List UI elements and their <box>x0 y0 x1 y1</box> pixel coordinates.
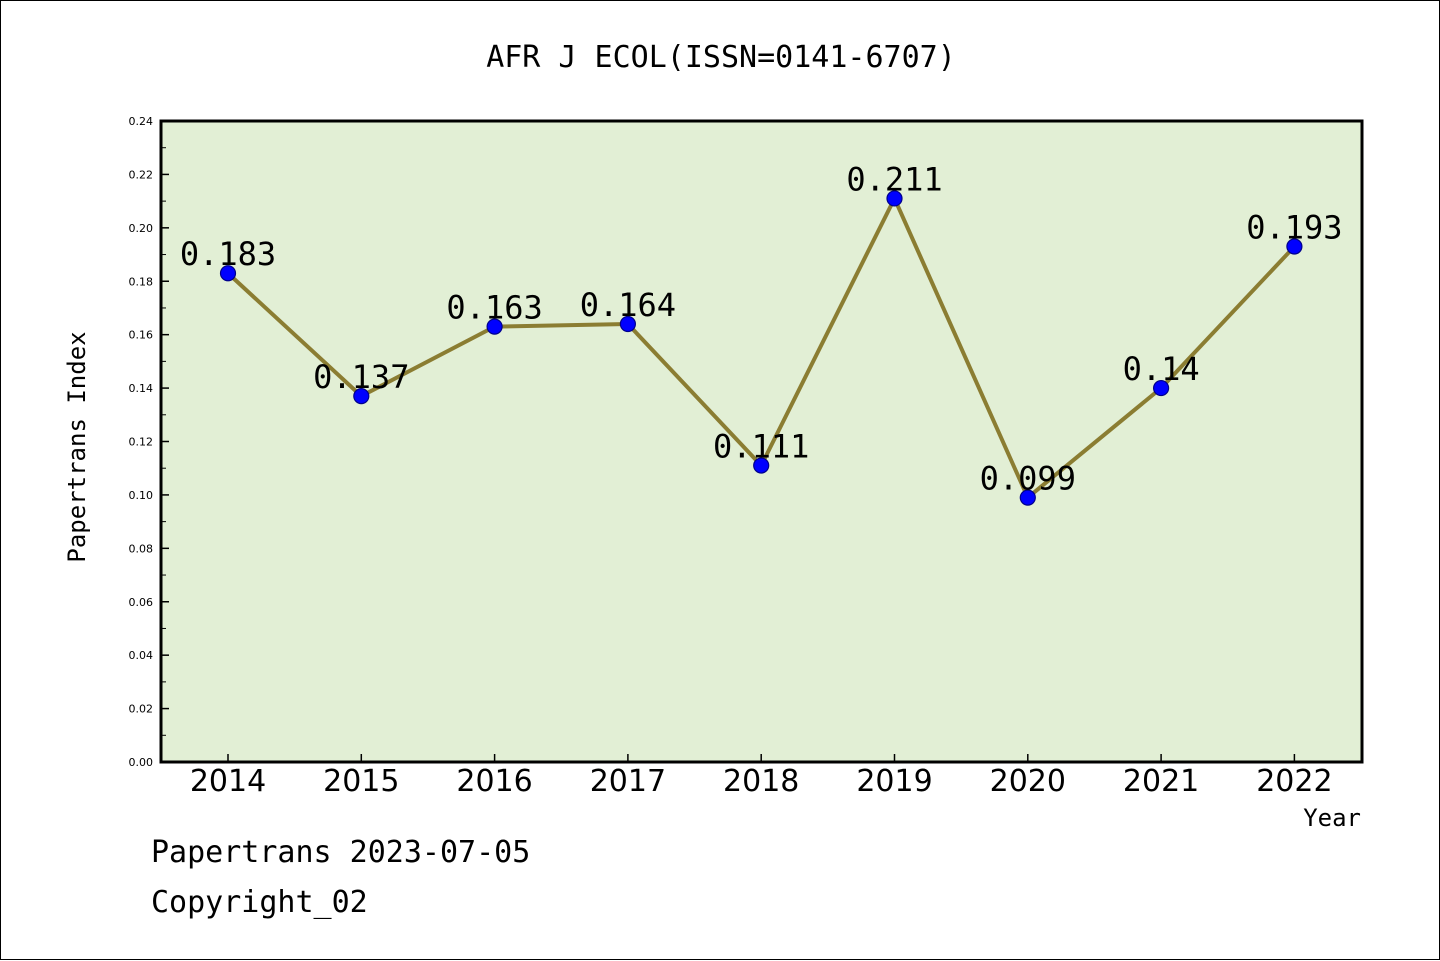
y-axis-label: Papertrans Index <box>63 331 91 562</box>
x-axis: 2014 2015 2016 2017 2018 2019 2020 2021 2022 <box>190 754 1333 799</box>
data-label: 0.111 <box>713 428 809 466</box>
data-point <box>619 315 637 333</box>
y-tick-label: 0.00 <box>129 756 154 769</box>
y-tick-label: 0.02 <box>129 703 154 716</box>
data-point <box>353 387 370 405</box>
footer-source: Papertrans 2023-07-05 <box>151 835 531 870</box>
x-tick-label: 2022 <box>1256 764 1332 799</box>
y-tick-label: 0.16 <box>129 329 154 342</box>
x-tick-label: 2016 <box>456 764 532 799</box>
data-label: 0.099 <box>980 460 1076 498</box>
footer-copyright: Copyright_02 <box>151 885 368 920</box>
data-point <box>486 318 503 335</box>
y-tick-label: 0.08 <box>129 542 154 555</box>
data-point <box>886 190 903 207</box>
data-label: 0.14 <box>1123 350 1200 388</box>
data-label: 0.164 <box>580 286 676 324</box>
x-axis-label: Year <box>1303 804 1361 832</box>
x-tick-label: 2020 <box>990 764 1066 799</box>
y-tick-label: 0.12 <box>129 436 154 449</box>
data-label: 0.193 <box>1246 209 1342 247</box>
x-tick-label: 2018 <box>723 764 799 799</box>
data-label: 0.183 <box>180 235 276 273</box>
data-point <box>219 265 237 282</box>
x-tick-label: 2015 <box>323 764 399 799</box>
x-tick-label: 2017 <box>590 764 666 799</box>
data-point <box>1286 238 1303 255</box>
plot-area <box>161 121 1362 762</box>
x-tick-label: 2014 <box>190 764 266 799</box>
y-tick-label: 0.14 <box>129 382 154 395</box>
data-point <box>753 457 770 474</box>
y-tick-label: 0.24 <box>129 115 154 128</box>
y-tick-label: 0.10 <box>129 489 154 502</box>
plot-border <box>159 119 1364 764</box>
y-tick-label: 0.04 <box>129 649 154 662</box>
y-tick-label: 0.18 <box>129 275 154 288</box>
y-tick-label: 0.06 <box>129 596 154 609</box>
data-labels: 0.183 0.137 0.163 0.164 0.111 0.211 0.099 0.14 0… <box>180 160 1343 497</box>
data-point <box>1152 379 1170 397</box>
data-point <box>1019 489 1036 506</box>
x-tick-label: 2019 <box>856 764 932 799</box>
data-label: 0.137 <box>313 358 409 396</box>
y-tick-label: 0.20 <box>129 222 154 235</box>
data-label: 0.211 <box>846 160 942 198</box>
x-tick-label: 2021 <box>1123 764 1199 799</box>
chart-title: AFR J ECOL(ISSN=0141-6707) <box>486 40 956 75</box>
data-points <box>219 190 1303 506</box>
data-label: 0.163 <box>446 289 542 327</box>
y-tick-label: 0.22 <box>129 168 154 181</box>
y-axis: 0.00 0.02 0.04 0.06 0.08 0.10 0.12 0.14 0.16 0.18… <box>129 115 169 769</box>
